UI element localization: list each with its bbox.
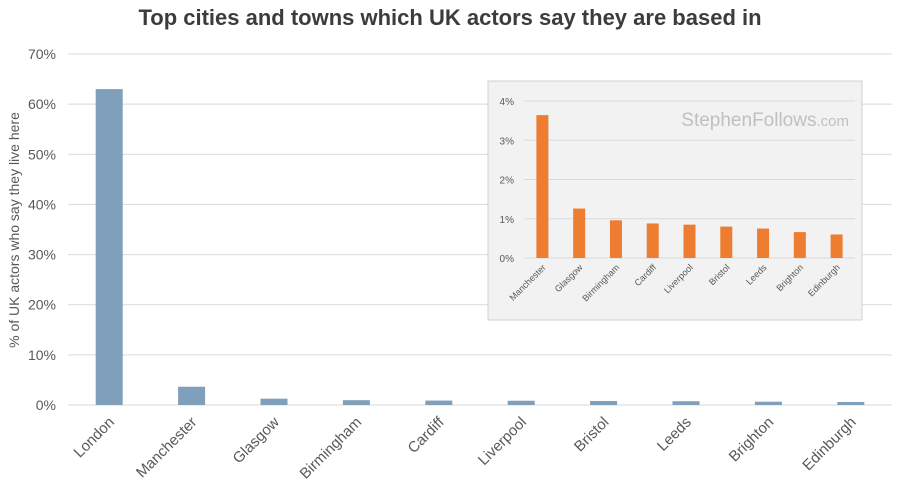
inset-bar-manchester	[536, 115, 549, 258]
inset-bar-glasgow	[573, 208, 586, 258]
inset-bars	[536, 115, 843, 258]
inset-bar-brighton	[793, 232, 806, 258]
y-tick-label: 10%	[28, 347, 56, 363]
bar-birmingham	[342, 400, 370, 405]
inset-bar-liverpool	[683, 224, 696, 258]
inset-y-tick-label: 3%	[500, 136, 515, 147]
y-tick-label: 60%	[28, 96, 56, 112]
inset-bar-birmingham	[609, 220, 622, 258]
bars	[95, 89, 865, 405]
bar-manchester	[178, 386, 206, 405]
y-tick-label: 70%	[28, 46, 56, 62]
inset-bar-leeds	[757, 228, 770, 258]
bar-brighton	[754, 401, 782, 405]
inset-bar-cardiff	[646, 223, 659, 258]
inset-y-tick-label: 0%	[500, 254, 515, 265]
watermark-suffix: .com	[816, 113, 849, 130]
bar-london	[95, 89, 123, 405]
watermark: StephenFollows.com	[681, 110, 849, 131]
inset-y-tick-labels: 0% 1% 2% 3% 4%	[500, 97, 515, 265]
y-tick-label: 40%	[28, 196, 56, 212]
bar-glasgow	[260, 398, 288, 405]
y-tick-label: 20%	[28, 297, 56, 313]
bar-bristol	[590, 400, 618, 405]
y-tick-label: 30%	[28, 247, 56, 263]
inset-y-tick-label: 4%	[500, 97, 515, 108]
bar-cardiff	[425, 400, 453, 405]
bar-leeds	[672, 401, 700, 405]
bar-liverpool	[507, 400, 535, 405]
inset-bar-bristol	[720, 226, 733, 258]
inset-panel	[487, 80, 863, 321]
inset-y-tick-label: 2%	[500, 176, 515, 187]
watermark-main: StephenFollows	[681, 110, 816, 131]
y-tick-labels: 0% 10% 20% 30% 40% 50% 60% 70%	[28, 46, 56, 413]
y-axis-label: % of UK actors who say they live here	[6, 112, 22, 348]
inset-y-tick-label: 1%	[500, 215, 515, 226]
chart-title: Top cities and towns which UK actors say…	[138, 5, 761, 30]
y-tick-label: 50%	[28, 146, 56, 162]
inset-bar-edinburgh	[830, 234, 843, 258]
y-tick-label: 0%	[36, 397, 56, 413]
bar-edinburgh	[837, 401, 865, 405]
